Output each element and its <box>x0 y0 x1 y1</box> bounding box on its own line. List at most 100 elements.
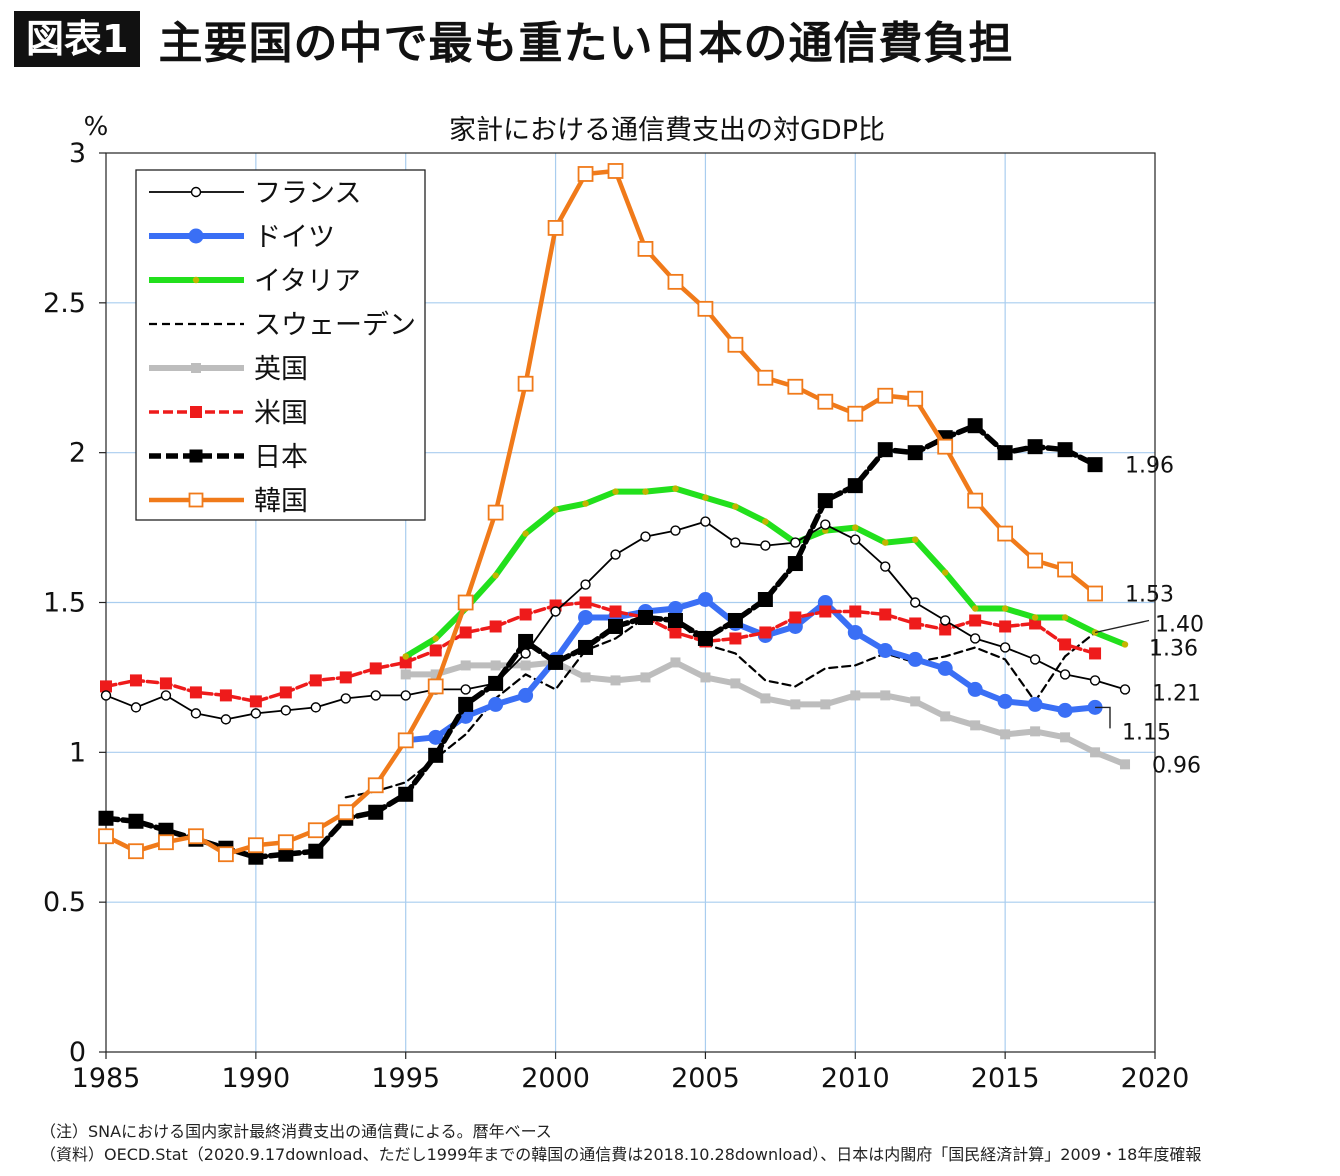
data-point <box>967 492 984 509</box>
data-point <box>130 702 142 713</box>
data-point <box>188 828 204 845</box>
data-point <box>910 696 921 707</box>
data-point <box>100 680 112 693</box>
data-point <box>128 843 144 860</box>
data-point <box>159 677 172 690</box>
data-point <box>640 672 651 683</box>
data-point <box>492 572 499 579</box>
data-point <box>400 669 411 680</box>
legend-item: イタリア <box>149 266 361 297</box>
data-point <box>429 644 442 657</box>
series-1 <box>100 516 1131 725</box>
end-value-label: 1.36 <box>1149 636 1198 661</box>
data-point <box>219 689 232 702</box>
data-point <box>997 525 1014 542</box>
data-point <box>369 662 382 675</box>
y-tick-label: 0.5 <box>43 887 86 918</box>
data-point <box>969 633 981 644</box>
data-point <box>672 485 679 492</box>
data-point <box>277 834 294 851</box>
data-point <box>428 747 444 763</box>
data-point <box>820 519 831 530</box>
data-point <box>787 378 804 395</box>
data-point <box>248 849 264 865</box>
figure-badge: 図表1 <box>14 11 141 67</box>
data-point <box>488 675 504 691</box>
data-point <box>428 729 444 745</box>
y-tick-label: 2.5 <box>43 288 86 319</box>
data-point <box>939 623 952 636</box>
data-point <box>877 442 893 458</box>
legend-item: 韓国 <box>149 486 308 517</box>
data-point <box>337 804 354 821</box>
data-point <box>458 696 474 712</box>
data-point <box>548 654 564 670</box>
data-point <box>1027 439 1043 455</box>
legend-item: 日本 <box>149 442 308 473</box>
data-point <box>488 696 504 712</box>
data-point <box>997 445 1013 461</box>
data-point <box>850 690 861 701</box>
data-point <box>940 711 951 722</box>
data-point <box>1030 726 1041 737</box>
data-point <box>732 503 739 510</box>
data-point <box>129 674 142 687</box>
data-point <box>1087 699 1103 715</box>
data-point <box>250 708 262 719</box>
y-tick-label: 1.5 <box>43 588 86 619</box>
data-point <box>940 615 951 626</box>
data-point <box>190 186 202 198</box>
note-line: （注）SNAにおける国内家計最終消費支出の通信費による。暦年ベース <box>40 1122 552 1141</box>
data-point <box>489 620 502 633</box>
data-point <box>967 681 983 697</box>
data-point <box>98 810 114 826</box>
legend-label: フランス <box>254 178 361 209</box>
x-tick-label: 1990 <box>221 1063 290 1094</box>
data-point <box>910 597 921 608</box>
data-point <box>852 524 859 531</box>
data-point <box>610 675 621 686</box>
data-point <box>727 612 743 628</box>
data-point <box>309 674 322 687</box>
data-point <box>1087 457 1103 473</box>
legend-box <box>135 169 426 521</box>
data-point <box>790 699 801 710</box>
data-point <box>937 660 953 676</box>
data-point <box>697 630 713 646</box>
data-point <box>158 834 174 851</box>
data-point <box>397 732 414 749</box>
data-point <box>882 539 889 546</box>
data-point <box>670 525 681 536</box>
figure-title: 主要国の中で最も重たい日本の通信費負担 <box>158 18 1014 69</box>
figure-header: 図表1 主要国の中で最も重たい日本の通信費負担 <box>14 8 1013 70</box>
data-point <box>817 393 834 410</box>
legend-label: 米国 <box>254 398 308 429</box>
data-point <box>642 488 649 495</box>
data-point <box>730 678 741 689</box>
series-2 <box>398 592 1103 748</box>
data-point <box>578 609 594 625</box>
series-8 <box>98 163 1103 863</box>
data-point <box>727 336 744 353</box>
data-point <box>967 418 983 434</box>
data-point <box>459 626 472 639</box>
data-point <box>1001 605 1009 612</box>
data-point <box>637 240 654 257</box>
series-line <box>103 422 1098 860</box>
data-point <box>547 220 564 236</box>
data-point <box>190 708 202 719</box>
data-point <box>518 687 534 703</box>
data-point <box>1027 696 1043 712</box>
data-point <box>160 690 172 701</box>
data-point <box>1119 684 1131 695</box>
data-point <box>191 363 201 373</box>
data-point <box>847 478 863 494</box>
data-point <box>1089 647 1102 660</box>
data-point <box>1090 747 1101 758</box>
y-tick-label: 3 <box>69 138 86 169</box>
data-point <box>1057 702 1073 718</box>
data-point <box>907 445 923 461</box>
data-point <box>789 611 802 624</box>
x-tick-label: 1995 <box>371 1063 440 1094</box>
